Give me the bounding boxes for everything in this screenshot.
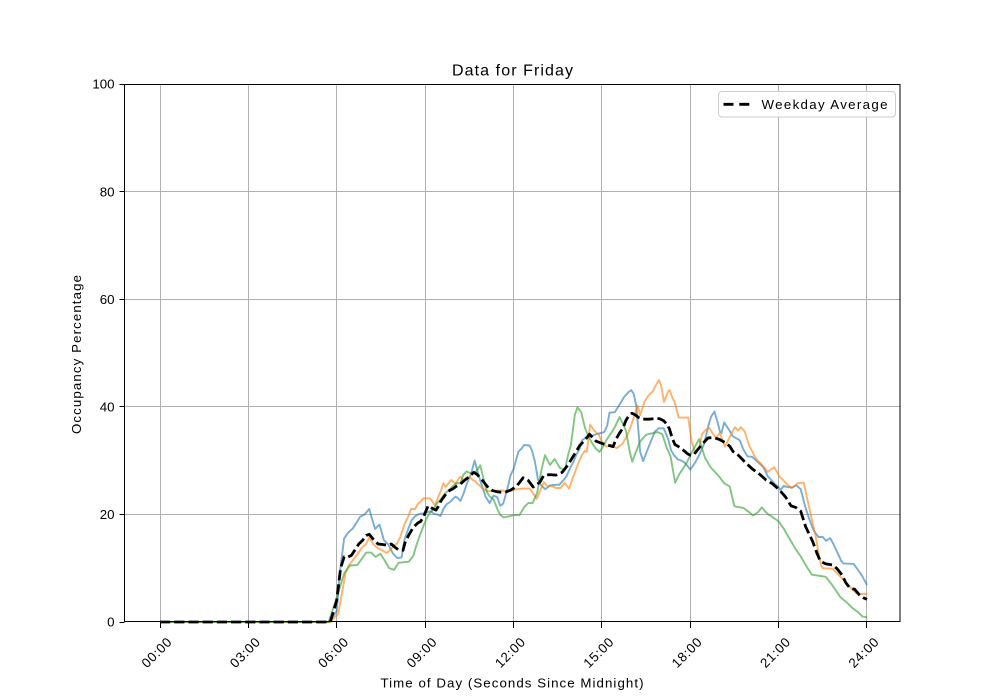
svg-text:100: 100 (92, 77, 114, 92)
svg-text:80: 80 (100, 184, 115, 199)
svg-text:Weekday Average: Weekday Average (762, 97, 888, 112)
svg-text:Time of Day (Seconds Since Mid: Time of Day (Seconds Since Midnight) (381, 676, 644, 691)
svg-text:40: 40 (100, 400, 115, 415)
svg-text:Occupancy Percentage: Occupancy Percentage (69, 275, 84, 434)
svg-text:Data for Friday: Data for Friday (452, 63, 573, 80)
svg-text:20: 20 (100, 507, 115, 522)
svg-text:60: 60 (100, 292, 115, 307)
svg-text:0: 0 (107, 615, 114, 630)
